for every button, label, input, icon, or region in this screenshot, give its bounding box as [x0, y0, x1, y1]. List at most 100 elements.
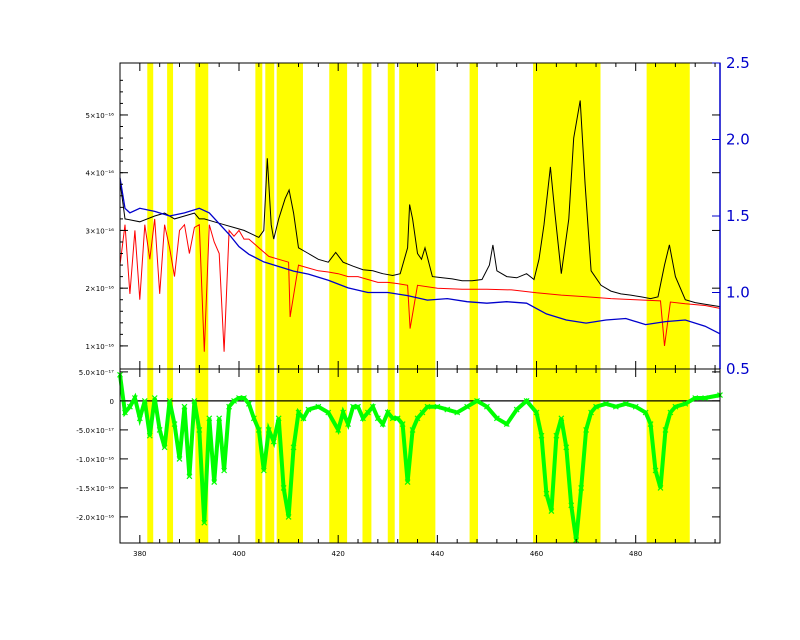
- residual-point: [131, 395, 138, 401]
- residual-point: [399, 421, 406, 428]
- residual-point: [642, 409, 649, 416]
- residual-point: [355, 403, 361, 410]
- residual-point: [305, 406, 312, 413]
- highlight-band: [533, 63, 601, 369]
- residual-point: [702, 395, 709, 401]
- residual-point: [290, 444, 297, 451]
- residual-point: [593, 403, 599, 410]
- residual-point: [335, 426, 342, 433]
- residual-point: [186, 473, 193, 480]
- y-tick-label: -5.0×10⁻¹⁷: [76, 427, 114, 435]
- y-tick-label: 1×10⁻¹⁶: [85, 343, 114, 351]
- y2-tick-label: 1.5: [726, 207, 750, 225]
- residual-point: [493, 415, 500, 422]
- highlight-band: [329, 63, 348, 369]
- residual-point: [221, 467, 228, 474]
- residual-point: [444, 406, 451, 413]
- residual-point: [662, 426, 669, 433]
- residual-point: [345, 421, 352, 428]
- residual-point: [181, 403, 188, 410]
- residual-point: [300, 415, 307, 422]
- y-tick-label: 2×10⁻¹⁶: [85, 285, 114, 293]
- y-tick-label: -2.0×10⁻¹⁶: [76, 514, 114, 522]
- residual-point: [474, 397, 480, 404]
- residual-point: [424, 403, 431, 410]
- residual-point: [126, 403, 133, 410]
- residual-point: [568, 502, 575, 509]
- x-tick-label: 380: [133, 550, 146, 558]
- x-tick-label: 420: [331, 550, 344, 558]
- residual-point: [146, 432, 153, 439]
- residual-point: [503, 421, 510, 428]
- residual-point: [652, 467, 659, 474]
- residual-point: [394, 415, 401, 422]
- residual-point: [369, 403, 376, 410]
- x-tick-label: 400: [232, 550, 245, 558]
- y-tick-label: 5×10⁻¹⁶: [85, 112, 114, 120]
- residual-point: [548, 508, 555, 515]
- highlight-band: [387, 63, 395, 369]
- residual-point: [265, 426, 272, 433]
- y2-tick-label: 2.0: [726, 131, 750, 149]
- residual-point: [464, 403, 471, 410]
- series-line-2: [119, 177, 721, 335]
- highlight-band: [362, 369, 372, 543]
- residual-point: [260, 467, 267, 474]
- residual-point: [122, 409, 128, 416]
- top-panel: 1×10⁻¹⁶ 2×10⁻¹⁶ 3×10⁻¹⁶ 4×10⁻¹⁶ 5×10⁻¹⁶ 0.5 1.…: [85, 54, 749, 378]
- residual-point: [171, 421, 178, 428]
- residual-point: [682, 400, 689, 407]
- residual-point: [216, 415, 223, 422]
- residual-point: [409, 426, 416, 433]
- residual-point: [419, 409, 426, 416]
- residual-point: [250, 415, 257, 422]
- residual-point: [692, 395, 699, 401]
- residual-point: [578, 484, 585, 491]
- highlight-band: [255, 369, 263, 543]
- highlight-band: [469, 63, 479, 369]
- bottom-plot-frame: [119, 368, 721, 544]
- residual-point: [206, 415, 213, 422]
- residual-point: [201, 519, 208, 526]
- residual-point: [384, 409, 391, 416]
- residual-point: [612, 403, 619, 410]
- y-tick-label: 3×10⁻¹⁶: [85, 227, 114, 235]
- highlight-band: [387, 369, 395, 543]
- residual-point: [241, 395, 247, 401]
- residual-point: [315, 403, 322, 410]
- residual-point: [231, 397, 237, 404]
- residual-point: [558, 415, 565, 422]
- residual-point: [434, 403, 441, 410]
- x-tick-label: 460: [530, 550, 543, 558]
- residual-point: [588, 409, 594, 416]
- highlight-band: [195, 63, 209, 369]
- residual-point: [622, 400, 629, 407]
- residual-point: [136, 415, 143, 422]
- residual-point: [543, 490, 550, 497]
- highlight-band: [276, 63, 303, 369]
- y-tick-label: 0: [110, 398, 114, 406]
- residual-point: [404, 479, 411, 486]
- highlight-band: [362, 63, 372, 369]
- residual-point: [191, 397, 198, 404]
- residual-point: [523, 397, 530, 404]
- residual-point: [672, 403, 679, 410]
- residual-point: [667, 409, 674, 416]
- residual-point: [647, 421, 654, 428]
- y2-tick-label: 2.5: [726, 54, 750, 72]
- residual-point: [533, 409, 540, 416]
- highlight-band: [167, 369, 174, 543]
- residual-point: [141, 397, 148, 404]
- residual-point: [255, 426, 262, 433]
- residual-point: [454, 409, 461, 416]
- x-tick-label: 440: [431, 550, 444, 558]
- residual-point: [484, 403, 490, 410]
- residual-point: [156, 426, 163, 433]
- y-tick-label: -1.5×10⁻¹⁶: [76, 485, 114, 493]
- residual-point: [340, 409, 347, 416]
- residual-point: [275, 415, 282, 422]
- highlight-band: [265, 63, 275, 369]
- y2-tick-label: 1.0: [726, 284, 750, 302]
- residual-point: [280, 484, 287, 491]
